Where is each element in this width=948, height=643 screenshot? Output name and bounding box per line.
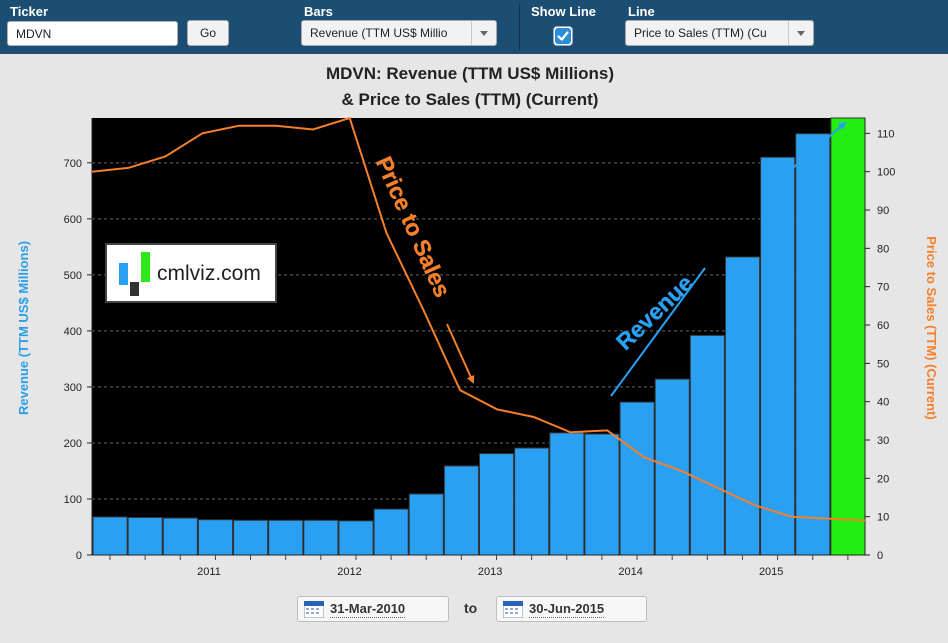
show-line-label: Show Line	[531, 4, 596, 19]
y-tick-label: 300	[64, 382, 82, 394]
price-to-sales-arrow	[446, 323, 475, 384]
control-bar: Ticker MDVN Go Bars Revenue (TTM US$ Mil…	[0, 0, 948, 54]
revenue-bar	[127, 516, 163, 556]
y2-tick-label: 10	[877, 512, 889, 524]
watermark-text: cmlviz.com	[157, 262, 261, 285]
line-label: Line	[628, 4, 655, 19]
revenue-price-to-sales-chart: 0 100 200 300 400 500 600 700 0 10 20 30 40 50 60 70 80…	[16, 116, 939, 578]
y2-tick-label: 60	[877, 320, 889, 332]
ticker-input[interactable]: MDVN	[7, 21, 178, 46]
checkmark-icon	[555, 28, 571, 44]
chart-title: MDVN: Revenue (TTM US$ Millions)	[325, 64, 615, 83]
y2-tick-label: 40	[877, 397, 889, 409]
y-axis-label: Revenue (TTM US$ Millions)	[16, 241, 31, 415]
cmlviz-logo-icon	[119, 252, 150, 296]
x-tick-label: 2014	[618, 566, 642, 578]
revenue-bar	[338, 520, 374, 556]
y2-tick-label: 30	[877, 435, 889, 447]
bars-select-value: Revenue (TTM US$ Millio	[310, 26, 448, 40]
y-tick-label: 700	[64, 158, 82, 170]
revenue-arrow-lower	[610, 267, 706, 397]
revenue-bar	[162, 517, 198, 556]
revenue-bar	[303, 519, 339, 556]
y-tick-label: 500	[64, 270, 82, 282]
toolbar-divider	[519, 4, 520, 50]
revenue-bar	[408, 493, 444, 556]
revenue-bar	[549, 432, 585, 556]
revenue-bar	[689, 334, 725, 556]
show-line-checkbox[interactable]	[553, 26, 573, 46]
revenue-bar	[514, 447, 550, 556]
bars-select[interactable]: Revenue (TTM US$ Millio	[301, 20, 497, 46]
y2-tick-label: 80	[877, 243, 889, 255]
chevron-down-icon	[471, 21, 496, 45]
ticker-label: Ticker	[10, 4, 49, 19]
y-tick-label: 0	[76, 550, 82, 562]
y2-tick-label: 50	[877, 358, 889, 370]
revenue-arrow-upper	[764, 121, 847, 193]
chevron-down-icon	[788, 21, 813, 45]
y2-tick-label: 90	[877, 205, 889, 217]
start-date-picker[interactable]: 31-Mar-2010	[297, 596, 449, 622]
revenue-bar	[584, 433, 620, 556]
y-tick-label: 400	[64, 326, 82, 338]
y2-tick-label: 100	[877, 167, 895, 179]
revenue-bar	[795, 133, 831, 556]
calendar-icon	[304, 601, 324, 618]
revenue-bar	[233, 519, 269, 556]
revenue-bar	[479, 453, 515, 556]
y-tick-label: 600	[64, 214, 82, 226]
go-button[interactable]: Go	[187, 20, 229, 46]
revenue-bar	[443, 465, 480, 556]
price-to-sales-line	[91, 116, 866, 522]
x-tick-label: 2011	[197, 566, 221, 578]
cmlviz-watermark: cmlviz.com	[105, 243, 277, 303]
chart-subtitle: & Price to Sales (TTM) (Current)	[341, 90, 599, 109]
x-tick-label: 2015	[759, 566, 783, 578]
revenue-bar	[92, 516, 128, 556]
y2-tick-label: 0	[877, 550, 883, 562]
end-date-picker[interactable]: 30-Jun-2015	[496, 596, 647, 622]
x-tick-label: 2012	[337, 566, 361, 578]
y2-tick-label: 20	[877, 473, 889, 485]
line-select-value: Price to Sales (TTM) (Cu	[634, 26, 767, 40]
highlight-bar	[830, 117, 866, 556]
calendar-icon	[503, 601, 523, 618]
revenue-bar	[760, 156, 796, 556]
revenue-bar	[619, 401, 655, 556]
y2-axis-label: Price to Sales (TTM) (Current)	[924, 236, 939, 419]
y-tick-label: 100	[64, 494, 82, 506]
revenue-bar	[197, 519, 234, 556]
start-date: 31-Mar-2010	[330, 601, 406, 618]
y-tick-label: 200	[64, 438, 82, 450]
revenue-bar	[724, 256, 761, 556]
y2-tick-label: 70	[877, 282, 889, 294]
revenue-bar	[268, 519, 304, 556]
x-tick-label: 2013	[478, 566, 502, 578]
y2-tick-label: 110	[877, 128, 895, 140]
date-separator: to	[464, 600, 478, 616]
bars-label: Bars	[304, 4, 333, 19]
line-select[interactable]: Price to Sales (TTM) (Cu	[625, 20, 814, 46]
revenue-bar	[373, 508, 409, 556]
end-date: 30-Jun-2015	[529, 601, 605, 618]
